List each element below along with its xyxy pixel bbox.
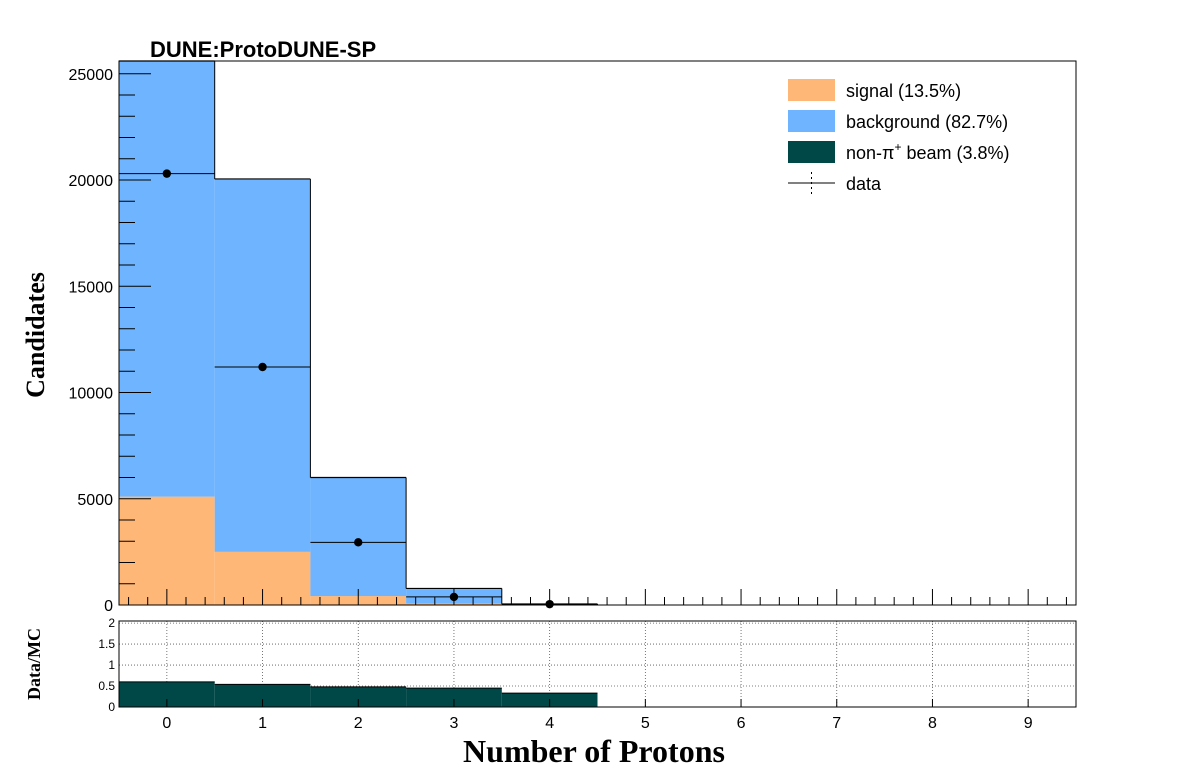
data-point-1	[258, 362, 267, 372]
x-tick-label: 7	[832, 715, 841, 732]
bar-background-0	[119, 61, 215, 497]
x-tick-label: 2	[354, 715, 363, 732]
main-frame	[118, 60, 1077, 606]
chart-header: DUNE:ProtoDUNE-SP	[150, 37, 376, 62]
x-tick-label: 5	[641, 715, 650, 732]
legend: signal (13.5%) background (82.7%) non-π+ b…	[788, 79, 1010, 194]
x-tick-label: 0	[162, 715, 171, 732]
legend-label-beam: non-π+ beam (3.8%)	[846, 140, 1010, 163]
x-tick-label: 3	[449, 715, 458, 732]
legend-label-background: background (82.7%)	[846, 112, 1008, 132]
bar-signal-0	[119, 496, 215, 605]
y-tick-label: 20000	[69, 173, 114, 190]
ratio-bar-3	[406, 688, 502, 707]
ratio-bar-1	[214, 684, 311, 707]
x-tick-label: 6	[737, 715, 746, 732]
ratio-y-tick-label: 1.5	[98, 637, 115, 651]
x-tick-label: 9	[1024, 715, 1033, 732]
ratio-y-tick-label: 2	[108, 616, 115, 630]
data-point-0	[162, 169, 172, 178]
legend-swatch-signal	[788, 79, 835, 101]
y-tick-label: 25000	[69, 67, 114, 84]
legend-swatch-background	[788, 110, 835, 132]
y-tick-label: 5000	[77, 492, 113, 509]
x-tick-label: 4	[545, 715, 554, 732]
x-tick-label: 1	[258, 715, 267, 732]
y-tick-label: 0	[104, 598, 113, 615]
ratio-y-tick-label: 0	[108, 700, 115, 714]
main-plot: 0 5000 10000 15000 20000 25000 Candidates	[21, 60, 1077, 615]
bar-background-2	[310, 477, 407, 597]
ratio-bar-2	[310, 686, 407, 707]
x-tick-label: 8	[928, 715, 937, 732]
ratio-y-axis-title: Data/MC	[24, 628, 44, 700]
legend-label-data: data	[846, 174, 882, 194]
ratio-y-tick-label: 0.5	[98, 679, 115, 693]
legend-swatch-beam	[788, 141, 835, 163]
ratio-y-tick-label: 1	[108, 658, 115, 672]
data-point-2	[354, 538, 363, 547]
x-axis-title: Number of Protons	[463, 733, 725, 769]
ratio-frame	[118, 620, 1077, 708]
legend-label-signal: signal (13.5%)	[846, 81, 961, 101]
y-tick-label: 15000	[69, 279, 114, 296]
y-axis-title: Candidates	[21, 272, 50, 398]
y-tick-label: 10000	[69, 386, 114, 403]
ratio-plot: 0 0.5 1 1.5 2 0 1 2 3 4 5 6 7 8 9 Data/MC	[24, 616, 1077, 732]
